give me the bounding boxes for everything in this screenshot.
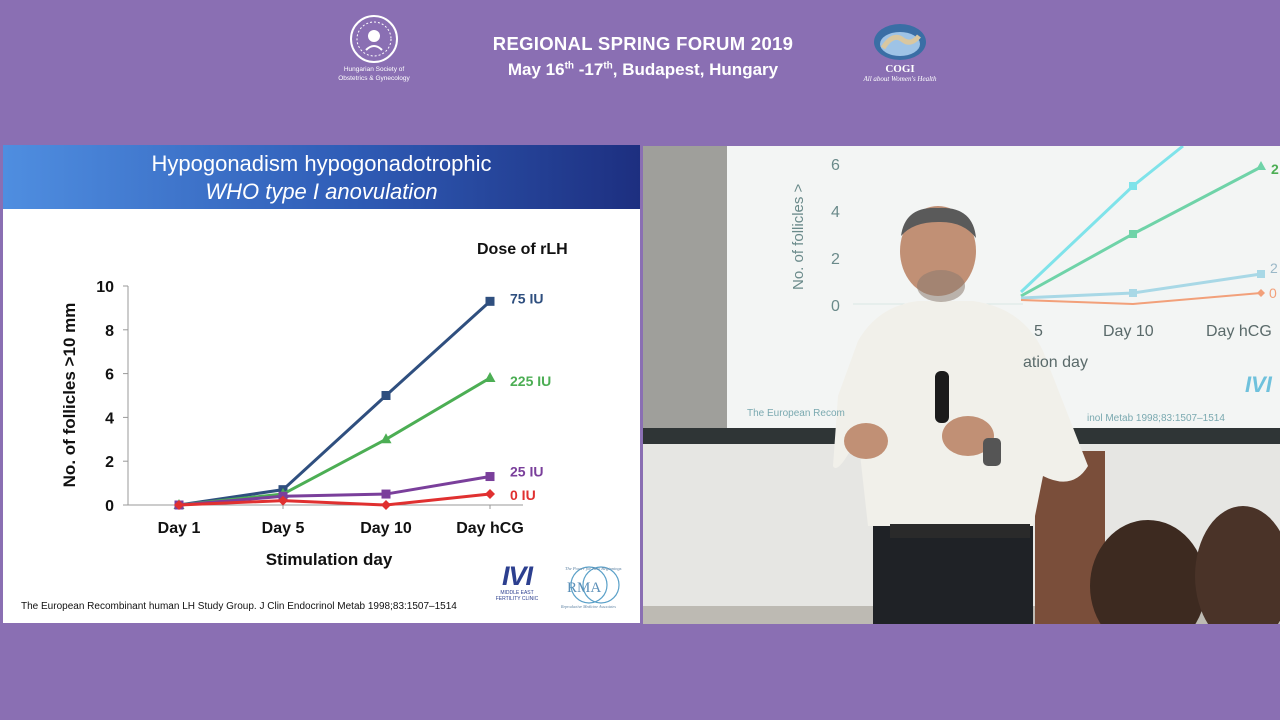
cam-ivi-logo: IVI	[1245, 372, 1272, 397]
cam-right-label-3: 0	[1269, 285, 1277, 301]
rma-top-text: The Power for New Beginnings	[565, 566, 622, 571]
date-sup-2: th	[603, 60, 613, 72]
data-point	[380, 433, 392, 444]
y-tick-label: 0	[105, 498, 114, 515]
rma-text: RMA	[567, 580, 601, 596]
cam-ytick-4: 4	[831, 204, 840, 221]
ivi-logo-sub-1: MIDDLE EAST	[500, 590, 534, 596]
follicle-line-chart: 0 2 4 6 8 10 Day 1 Day 5 Day 10 Day hCG Stimulatio…	[60, 279, 551, 569]
left-logo-caption-1: Hungarian Society of	[343, 66, 405, 73]
hungarian-society-logo: Hungarian Society of Obstetrics & Gyneco…	[332, 14, 416, 82]
date-sup-1: th	[564, 60, 575, 72]
x-tick-label: Day hCG	[456, 520, 524, 537]
data-point	[484, 371, 496, 382]
rma-bottom-text: Reproductive Medicine Associates	[560, 604, 616, 609]
cam-ytick-0: 0	[831, 298, 840, 315]
cam-ylabel: No. of follicles >	[790, 183, 807, 290]
series-line	[178, 475, 491, 507]
cogi-tagline: All about Women's Health	[863, 75, 937, 83]
data-point	[381, 391, 391, 400]
series-line	[178, 492, 491, 507]
y-tick-label: 10	[96, 279, 114, 296]
data-point	[485, 489, 495, 500]
chart-axes	[123, 285, 523, 509]
left-logo-caption-2: Obstetrics & Gynecology	[338, 75, 410, 82]
series-label: 25 IU	[510, 464, 543, 480]
cam-xtick-day5: 5	[1034, 323, 1043, 340]
forum-title: REGIONAL SPRING FORUM 2019	[492, 33, 794, 54]
cam-ytick-6: 6	[831, 157, 840, 174]
y-tick-label: 8	[105, 323, 114, 340]
series-label: 225 IU	[510, 373, 551, 389]
cam-xtick-dayhcg: Day hCG	[1206, 323, 1272, 340]
data-point	[381, 489, 391, 499]
cam-xtick-day10: Day 10	[1103, 323, 1154, 340]
y-tick-label: 6	[105, 367, 114, 384]
data-point	[278, 495, 288, 506]
rma-logo: The Power for New Beginnings RMA Reprodu…	[560, 566, 622, 609]
x-tick-label: Day 10	[360, 520, 412, 537]
speaker-figure	[833, 206, 1088, 624]
society-seal-icon	[350, 15, 398, 63]
legend-title: Dose of rLH	[477, 241, 568, 258]
slide-title-banner: Hypogonadism hypogonadotrophic WHO type …	[3, 145, 640, 209]
cogi-emblem-icon	[874, 24, 926, 60]
ivi-logo-sub-2: FERTILITY CLINIC	[495, 596, 539, 602]
ivi-logo-text: IVI	[501, 561, 533, 591]
series-line	[178, 300, 492, 507]
x-tick-label: Day 5	[262, 520, 305, 537]
forum-date: May 16th -17th, Budapest, Hungary	[470, 60, 816, 80]
slide-title: Hypogonadism hypogonadotrophic	[151, 151, 492, 176]
x-tick-label: Day 1	[158, 520, 201, 537]
presentation-slide: Hypogonadism hypogonadotrophic WHO type …	[3, 145, 640, 623]
data-point	[174, 500, 184, 510]
y-tick-label: 2	[105, 454, 114, 471]
cogi-logo: COGI All about Women's Health	[855, 22, 945, 83]
conference-header: Hungarian Society of Obstetrics & Gyneco…	[0, 0, 1280, 100]
cam-right-label-1: 2	[1271, 161, 1279, 177]
data-point	[485, 296, 495, 306]
projected-text: 6 4 2 0 5 Day 10 Day hCG 2 2 0 The Europ…	[747, 157, 1279, 424]
date-part-3: , Budapest, Hungary	[612, 60, 779, 79]
cam-ytick-2: 2	[831, 251, 840, 268]
y-axis-title: No. of follicles >10 mm	[60, 303, 79, 488]
date-part-1: May 16	[507, 60, 565, 79]
cam-citation-start: The European Recom	[747, 408, 845, 419]
x-axis-title: Stimulation day	[266, 550, 393, 569]
data-point	[381, 500, 391, 510]
chart-series	[173, 296, 496, 510]
slide-subtitle: WHO type I anovulation	[205, 179, 438, 204]
chart-labels: 0 2 4 6 8 10 Day 1 Day 5 Day 10 Day hCG Stimulatio…	[60, 279, 551, 569]
projected-chart	[853, 146, 1266, 306]
cogi-name: COGI	[885, 63, 915, 75]
date-part-2: -17	[574, 60, 604, 79]
data-point	[485, 472, 495, 482]
video-scene	[643, 146, 1280, 624]
ivi-logo: IVI MIDDLE EAST FERTILITY CLINIC	[487, 562, 547, 602]
cam-citation-tail: inol Metab 1998;83:1507–1514	[1087, 413, 1225, 424]
slide-citation: The European Recombinant human LH Study …	[21, 601, 457, 612]
series-label: 75 IU	[510, 290, 543, 306]
series-label: 0 IU	[510, 487, 536, 503]
y-tick-label: 4	[105, 410, 114, 427]
speaker-video-feed: 6 4 2 0 5 Day 10 Day hCG 2 2 0 The Europ…	[643, 146, 1280, 624]
cam-xlabel: ation day	[1023, 354, 1088, 371]
cam-right-label-2: 2	[1270, 260, 1278, 276]
